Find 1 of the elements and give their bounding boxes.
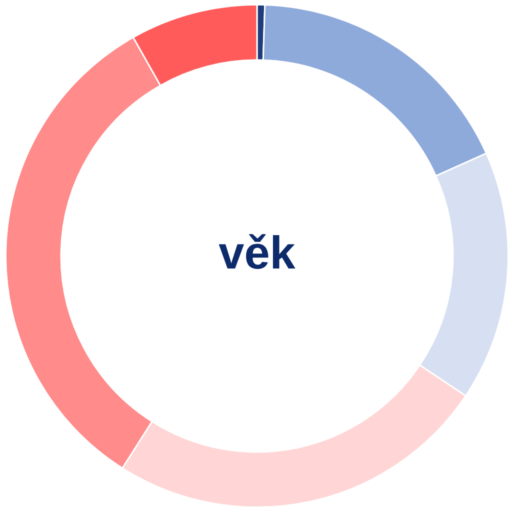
text: věk [218,226,296,279]
